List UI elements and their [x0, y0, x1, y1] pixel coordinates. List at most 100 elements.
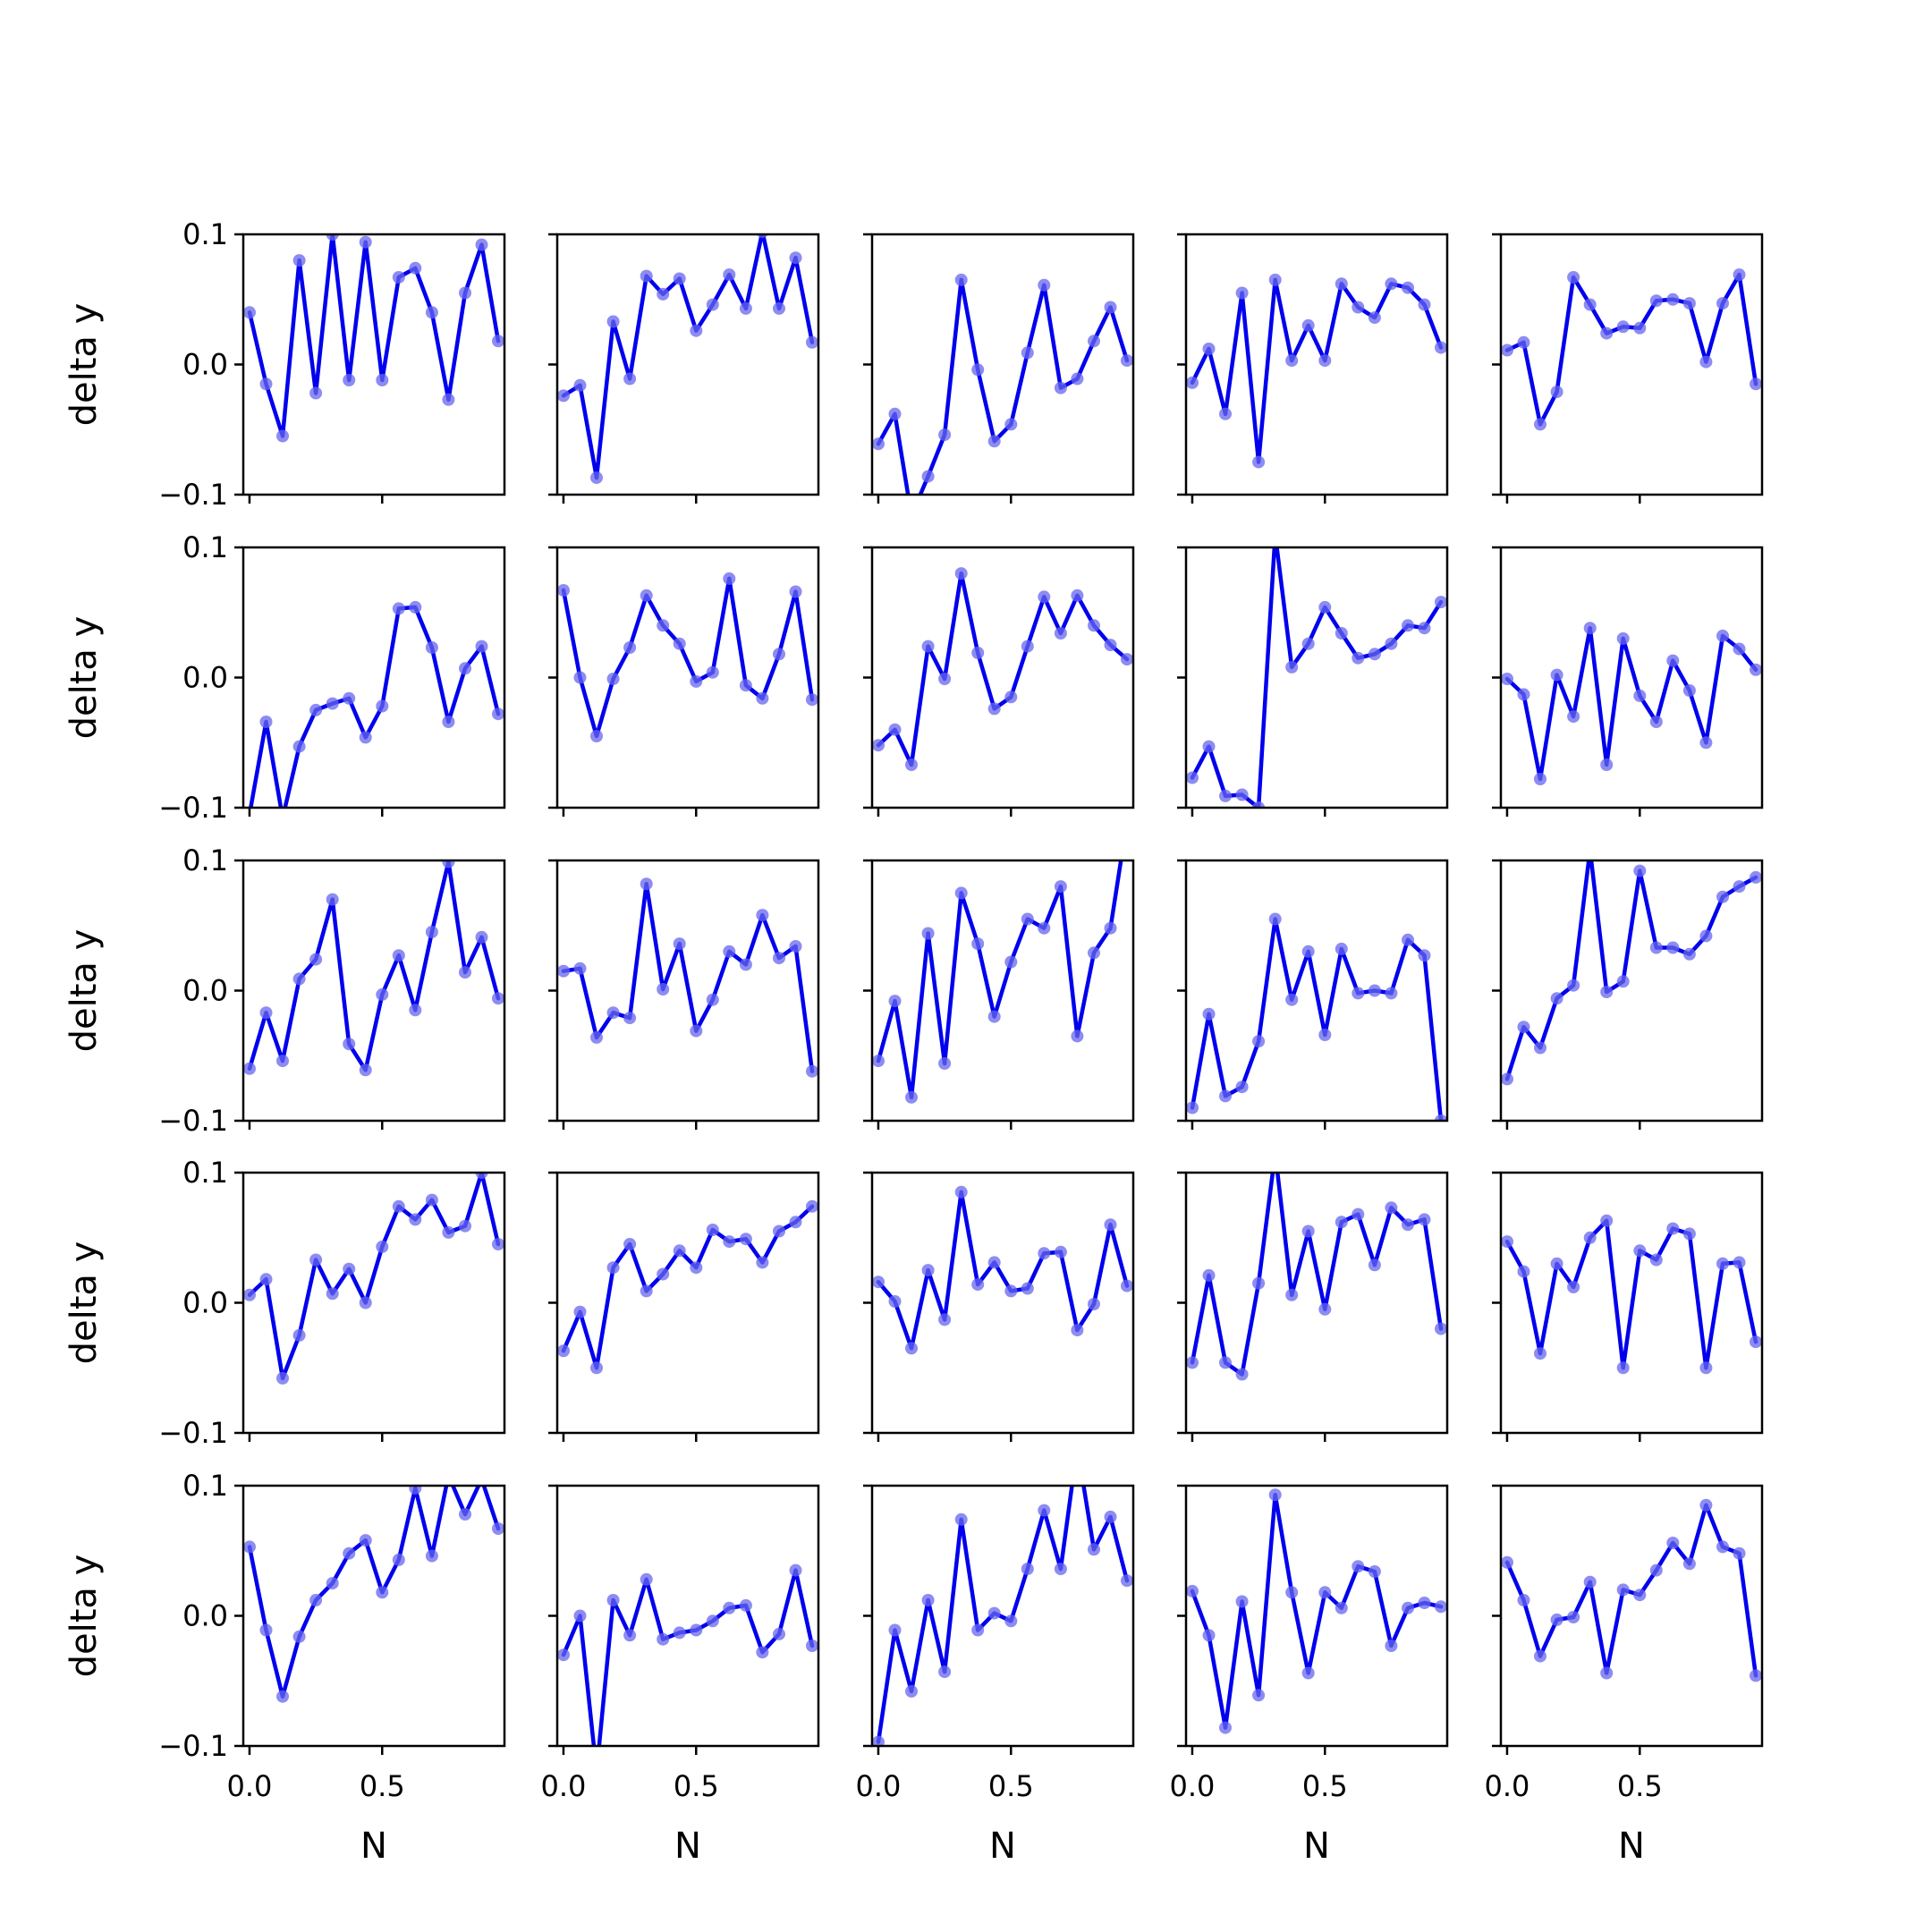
data-point: [1004, 1284, 1018, 1298]
data-point: [557, 389, 570, 402]
data-point: [673, 272, 686, 285]
data-point: [971, 937, 985, 951]
series-line: [561, 1568, 815, 1746]
series-line: [247, 234, 501, 438]
data-point: [921, 927, 935, 940]
data-point: [1235, 1595, 1249, 1608]
data-point: [1121, 1574, 1133, 1588]
data-point: [1318, 600, 1332, 614]
data-point: [1021, 640, 1034, 653]
data-point: [1699, 355, 1713, 369]
x-tick-label: 0.5: [1617, 1769, 1663, 1803]
subplot-3-3: [863, 859, 1135, 1130]
y-tick-label: −0.1: [158, 791, 228, 825]
series-line: [1190, 1492, 1444, 1730]
data-point: [1534, 418, 1546, 431]
data-point: [1583, 298, 1597, 311]
data-point: [359, 1296, 372, 1309]
data-point: [921, 640, 935, 653]
data-point: [1616, 1361, 1630, 1375]
data-point: [459, 966, 471, 979]
data-point: [276, 1690, 289, 1703]
axes-frame: [870, 233, 1135, 496]
data-point: [888, 995, 902, 1008]
axes-frame: [555, 546, 820, 809]
data-point: [326, 893, 339, 906]
data-point: [1750, 870, 1762, 884]
data-point: [1583, 1575, 1597, 1589]
data-point: [905, 1090, 918, 1104]
data-point: [1038, 1504, 1051, 1517]
data-point: [359, 731, 372, 744]
data-point: [773, 301, 785, 315]
x-tick-label: 0.5: [1302, 1769, 1348, 1803]
plot-area: [1186, 1488, 1447, 1734]
data-point: [1750, 1335, 1762, 1349]
data-point: [1104, 921, 1117, 935]
data-point: [773, 1627, 785, 1640]
data-point: [1385, 637, 1398, 650]
data-point: [376, 987, 389, 1001]
data-point: [573, 1609, 587, 1623]
data-point: [343, 374, 356, 386]
data-point: [276, 1055, 289, 1068]
plot-area: [1186, 273, 1447, 469]
data-point: [756, 1256, 769, 1269]
data-point: [1071, 1030, 1084, 1043]
data-point: [1054, 381, 1067, 394]
data-point: [1600, 758, 1614, 771]
y-axis-label: delta y: [64, 1241, 105, 1365]
data-point: [1219, 1089, 1232, 1103]
y-tick-label: −0.1: [158, 1729, 228, 1763]
data-point: [1368, 1565, 1381, 1578]
data-point: [690, 674, 703, 688]
data-point: [259, 377, 273, 391]
plot-area: [249, 600, 504, 808]
data-point: [1716, 1540, 1729, 1554]
data-point: [1352, 1560, 1365, 1573]
data-point: [1418, 1597, 1431, 1609]
data-point: [888, 1623, 902, 1637]
series-line: [876, 571, 1130, 767]
data-point: [459, 662, 471, 675]
data-point: [1285, 1288, 1299, 1301]
data-point: [1186, 1584, 1199, 1597]
data-point: [673, 1626, 686, 1640]
data-point: [1252, 455, 1266, 469]
data-point: [1004, 1614, 1018, 1628]
data-point: [1633, 864, 1647, 877]
series-line: [876, 277, 1130, 495]
data-point: [557, 584, 570, 597]
data-point: [1501, 1235, 1513, 1249]
data-point: [1252, 1035, 1266, 1048]
y-tick-label: 0.1: [182, 843, 228, 877]
data-point: [1534, 1649, 1546, 1663]
data-point: [1616, 1583, 1630, 1597]
data-point: [1071, 589, 1084, 602]
x-axis-label: N: [1618, 1826, 1645, 1867]
data-point: [690, 1261, 703, 1275]
data-point: [938, 428, 952, 442]
data-point: [1335, 277, 1348, 291]
y-tick-label: 0.0: [182, 1599, 228, 1633]
data-point: [888, 407, 902, 420]
data-point: [459, 286, 471, 300]
data-point: [1202, 1268, 1216, 1282]
subplot-2-2: [548, 546, 820, 817]
data-point: [590, 730, 603, 742]
data-point: [1186, 1356, 1199, 1369]
subplot-3-5: [1492, 859, 1764, 1130]
axes-frame: [1499, 233, 1764, 496]
data-point: [1600, 1214, 1614, 1227]
data-point: [1550, 992, 1563, 1005]
data-point: [690, 1024, 703, 1038]
axes-frame: [555, 233, 820, 496]
data-point: [888, 723, 902, 736]
data-point: [1583, 1231, 1597, 1244]
plot-area: [557, 1199, 818, 1375]
data-point: [492, 708, 504, 721]
data-point: [292, 740, 306, 753]
data-point: [243, 306, 256, 319]
subplot-5-3: 0.0 0.5 N: [856, 1484, 1135, 1867]
